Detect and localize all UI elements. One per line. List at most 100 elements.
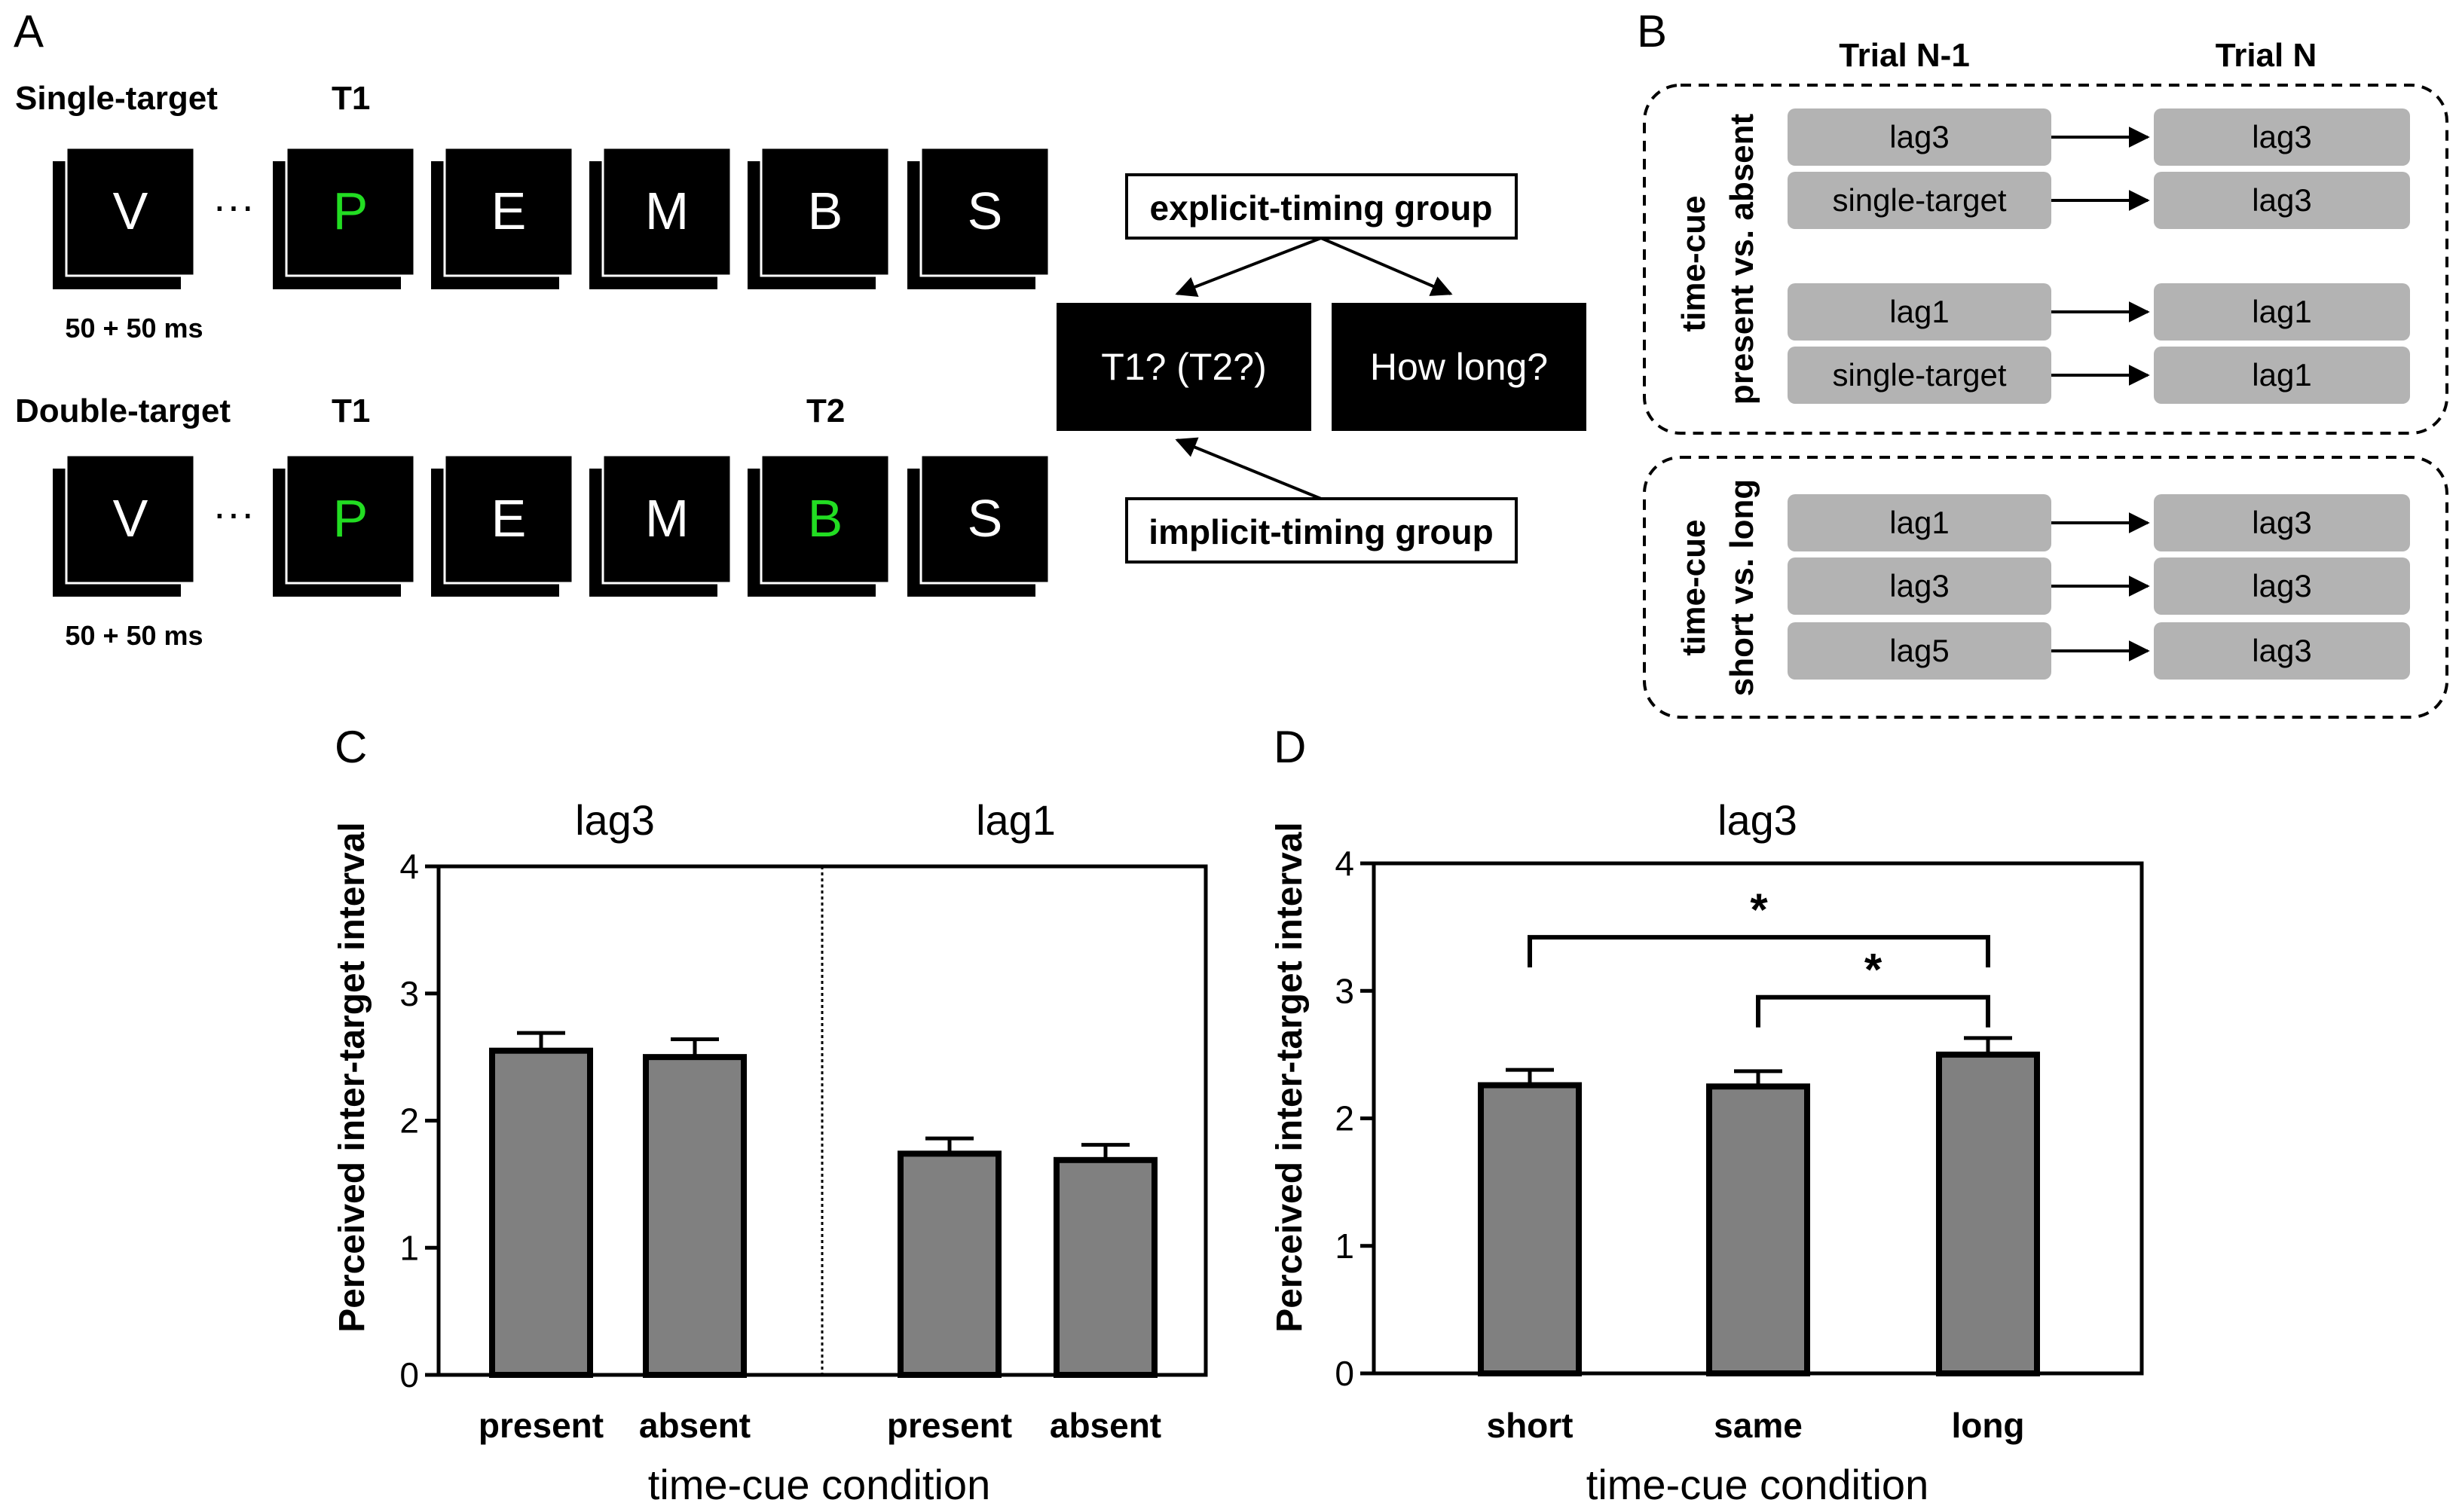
group1-row-1-curr-box [2154,108,2410,166]
group1-row-2-curr-label: lag3 [2252,182,2311,218]
panel-c-x-tick-label-1: absent [639,1406,751,1445]
group2-dashed-frame [1643,456,2448,719]
implicit-group-box [1125,497,1518,564]
single-frame-3-letter: E [491,182,527,240]
panel-d-significance-bracket-2 [1756,994,1990,1028]
panel-c-bar-2 [898,1150,1002,1378]
single-frame-1-letter: V [113,182,148,240]
group1-row-3-curr-label: lag1 [2252,294,2311,329]
double-timing-label: 50 + 50 ms [65,620,203,651]
panel-d-y-tick-label-1: 1 [1335,1226,1354,1266]
panel-c-y-axis-label: Perceived inter-target interval [332,822,372,1333]
panel-a: Single-target T1 V P E M B S ··· 50 + 50 ms D… [15,80,1586,651]
panel-d-significance-bracket-1 [1528,935,1990,968]
double-frame-5 [760,454,891,585]
panel-d-bar-1 [1706,1083,1810,1376]
panel-d-y-tick-label-4: 4 [1335,844,1354,883]
group1-row-3-prev-box [1788,283,2051,341]
group1-dashed-frame [1643,84,2448,435]
group2-row-3-curr-box [2154,622,2410,680]
group1-row-1-prev-label: lag3 [1889,119,1949,154]
double-frame-2-letter: P [333,489,369,548]
panel-d-y-tick-label-0: 0 [1335,1354,1354,1393]
question-how-long-text: How long? [1370,346,1548,388]
group2-row-2-curr-label: lag3 [2252,568,2311,603]
group1-row-2-curr-box [2154,172,2410,229]
double-frame-6-letter: S [968,489,1003,548]
single-ellipsis: ··· [213,182,255,229]
panel-c-group-title-1: lag3 [575,796,655,844]
panel-c-x-axis-label: time-cue condition [648,1461,990,1508]
double-t2-label: T2 [806,393,845,429]
panel-d-chart: Perceived inter-target interval time-cue… [1270,796,2144,1508]
panel-c-group-title-2: lag1 [976,796,1056,844]
single-frame-1 [65,146,196,277]
panel-d-y-tick-label-2: 2 [1335,1099,1354,1138]
group1-row-2-prev-box [1788,172,2051,229]
panel-c-y-tick-label-3: 3 [399,974,419,1013]
group2-label-line1: time-cue [1675,520,1712,656]
panel-d-title: lag3 [1717,796,1797,844]
panel-c-x-tick-label-2: present [887,1406,1012,1445]
double-frame-5-letter: B [808,489,843,548]
group1-row-4-prev-box [1788,347,2051,404]
double-frame-1-letter: V [113,489,148,548]
group1-row-4-curr-label: lag1 [2252,357,2311,393]
single-frame-5-letter: B [808,182,843,240]
group2-row-1-prev-box [1788,494,2051,551]
group1-row-1-curr-label: lag3 [2252,119,2311,154]
panel-letter-b: B [1637,6,1667,57]
arrow-explicit-to-howlong [1320,237,1453,296]
double-frame-1 [65,454,196,585]
implicit-group-label: implicit-timing group [1148,512,1493,551]
group2-row-2-curr-box [2154,557,2410,615]
panel-d-x-tick-label-2: long [1951,1406,2024,1445]
explicit-group-label: explicit-timing group [1150,188,1493,228]
arrow-implicit-to-t1 [1175,437,1322,500]
panel-c-x-tick-label-0: present [479,1406,604,1445]
panel-c-bar-3 [1054,1156,1158,1378]
panel-c-x-tick-label-3: absent [1050,1406,1161,1445]
panel-letter-c: C [335,722,367,772]
group2-row-3-curr-label: lag3 [2252,633,2311,668]
panel-c-bar-1 [643,1054,747,1378]
group2-row-1-curr-box [2154,494,2410,551]
panel-d-y-axis-label: Perceived inter-target interval [1270,822,1310,1333]
panel-d-x-tick-label-1: same [1714,1406,1803,1445]
column-trial-n: Trial N [2216,37,2317,74]
single-frame-6 [919,146,1051,277]
double-t1-label: T1 [332,393,370,429]
panel-letter-a: A [14,6,44,57]
arrow-explicit-to-t1 [1175,237,1322,297]
double-ellipsis: ··· [213,489,255,536]
group2-row-1-curr-label: lag3 [2252,505,2311,540]
group2-row-3-prev-box [1788,622,2051,680]
group1-row-4-prev-label: single-target [1832,357,2006,393]
panel-c-y-tick-label-1: 1 [399,1228,419,1267]
single-frame-5 [760,146,891,277]
double-frame-4 [601,454,733,585]
double-frame-2 [285,454,416,585]
panel-c-chart: Perceived inter-target interval time-cue… [332,796,1208,1508]
group1-label-line2: present vs. absent [1723,113,1760,405]
question-t1-text: T1? (T2?) [1101,346,1267,388]
panel-d-bar-2 [1936,1051,2040,1376]
single-frame-2-letter: P [333,182,369,240]
group2-row-1-prev-label: lag1 [1889,505,1949,540]
group1-row-3-prev-label: lag1 [1889,294,1949,329]
group1-row-4-curr-box [2154,347,2410,404]
panel-d-significance-star-2: * [1864,945,1882,995]
single-frame-6-letter: S [968,182,1003,240]
group1-row-3-curr-box [2154,283,2410,341]
single-frame-3 [443,146,574,277]
single-target-label: Single-target [15,80,218,117]
single-frame-4 [601,146,733,277]
panel-c-y-tick-label-0: 0 [399,1355,419,1394]
panel-d-x-tick-label-0: short [1487,1406,1574,1445]
panel-c-y-tick-label-2: 2 [399,1101,419,1141]
panel-d-x-axis-label: time-cue condition [1586,1461,1928,1508]
panel-c-y-tick-label-4: 4 [399,847,419,886]
